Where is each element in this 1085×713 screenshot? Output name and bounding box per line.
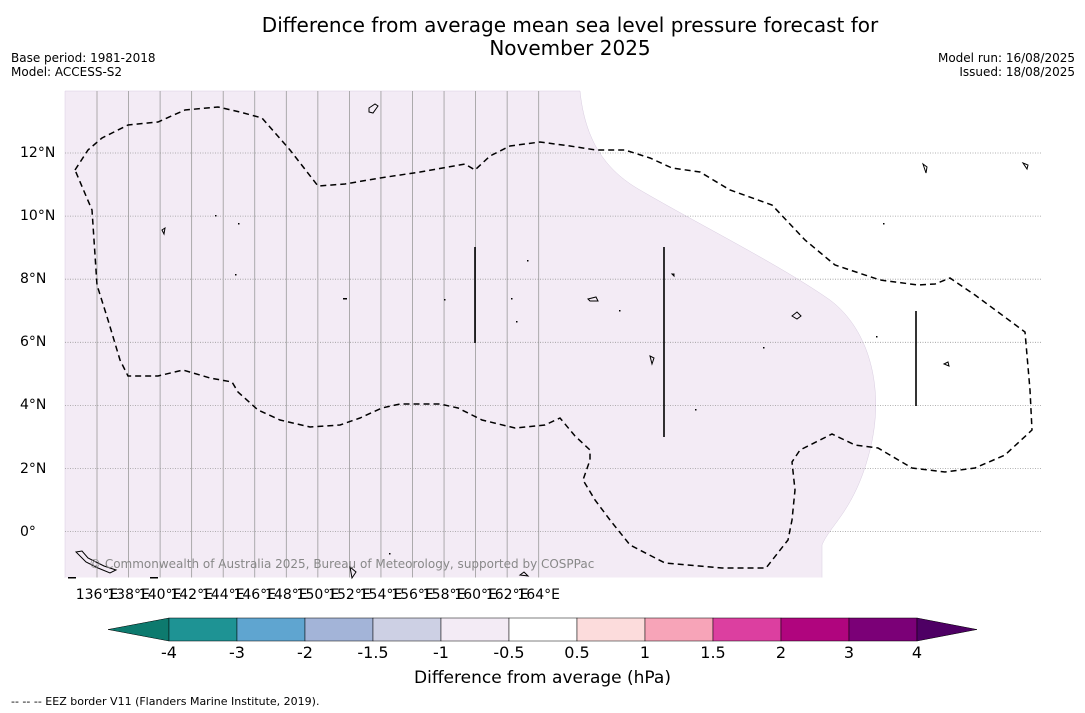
colorbar-title: Difference from average (hPa) [414,668,671,688]
eez-border-fsm [74,106,1033,569]
islands [74,103,1029,580]
lon-tick-label: 164°E [517,587,560,603]
colorbar-segment [304,617,374,642]
lon-tick-label: 162°E [485,587,529,603]
colorbar-segment [236,617,306,642]
footnote: -- -- -- EEZ border V11 (Flanders Marine… [11,695,320,708]
colorbar-segment [168,617,238,642]
lon-tick-label: 154°E [359,587,403,603]
base-period: Base period: 1981-2018 [11,51,156,65]
colorbar-tick-label: -3 [229,643,245,662]
island-small-5 [349,565,357,580]
island-small-2 [670,273,675,278]
lon-tick-label: 156°E [391,587,434,603]
colorbar-tick-label: -1.5 [357,643,389,662]
colorbar-tick-label: 3 [843,643,855,662]
island-chuuk [587,296,599,302]
colorbar-tick-label: -4 [161,643,177,662]
colorbar-segment [780,617,850,642]
title-line-2: November 2025 [489,36,651,60]
island-dots [68,215,885,579]
lon-tick-label: 136°E [75,587,119,603]
lat-tick-label: 8°N [20,271,47,288]
lon-tick-label: 144°E [201,587,245,603]
colorbar-segment [712,617,782,642]
colorbar-tick-label: 0.5 [564,643,590,662]
model-run: Model run: 16/08/2025 [937,51,1075,65]
lon-tick-label: 138°E [107,587,150,603]
island-small-1 [649,355,655,366]
colorbar-segment [508,617,578,642]
colorbar [107,617,978,642]
colorbar-tick-label: -1 [433,643,449,662]
colorbar-segment [644,617,714,642]
lon-tick-label: 146°E [233,587,277,603]
map-title: Difference from average mean sea level p… [0,14,1085,60]
colorbar-tick-label: -0.5 [493,643,525,662]
island-pohnpei [791,311,802,320]
meta-left: Base period: 1981-2018 Model: ACCESS-S2 [11,51,156,79]
anomaly-shading [64,90,876,579]
lon-tick-label: 140°E [138,587,182,603]
title-line-1: Difference from average mean sea level p… [261,13,879,37]
colorbar-arrow-high [916,617,978,642]
copyright-notice: © Commonwealth of Australia 2025, Bureau… [89,557,595,571]
island-guam [368,103,379,114]
lon-tick-label: 142°E [170,587,213,603]
lon-tick-label: 158°E [422,587,466,603]
colorbar-tick-label: 1.5 [700,643,726,662]
island-yap [161,226,166,236]
lon-tick-label: 160°E [454,587,497,603]
island-kosrae [942,361,950,367]
lat-tick-label: 12°N [20,145,56,161]
lat-tick-label: 0° [20,523,36,540]
colorbar-segment [576,617,646,642]
island-manus [518,571,530,577]
lat-tick-label: 10°N [20,208,56,225]
island-small-4 [922,162,928,174]
colorbar-arrow-low [107,617,170,642]
colorbar-tick-label: 2 [775,643,787,662]
island-small-3 [1021,161,1029,171]
lat-tick-label: 2°N [20,460,47,477]
lon-tick-label: 150°E [296,587,340,603]
issued-date: Issued: 18/08/2025 [959,65,1075,79]
colorbar-segment [440,617,510,642]
colorbar-segment [848,617,918,642]
lat-tick-label: 4°N [20,397,47,414]
model-name: Model: ACCESS-S2 [11,65,123,79]
colorbar-tick-label: -2 [297,643,313,662]
colorbar-tick-label: 4 [911,643,923,662]
meta-right: Model run: 16/08/2025 Issued: 18/08/2025 [938,51,1075,79]
lat-tick-label: 6°N [20,334,47,351]
colorbar-tick-label: 1 [639,643,651,662]
lon-tick-label: 148°E [265,587,308,603]
lon-tick-label: 152°E [328,587,371,603]
colorbar-segment [372,617,442,642]
island-png-north [74,550,118,574]
graticule [65,91,1041,578]
